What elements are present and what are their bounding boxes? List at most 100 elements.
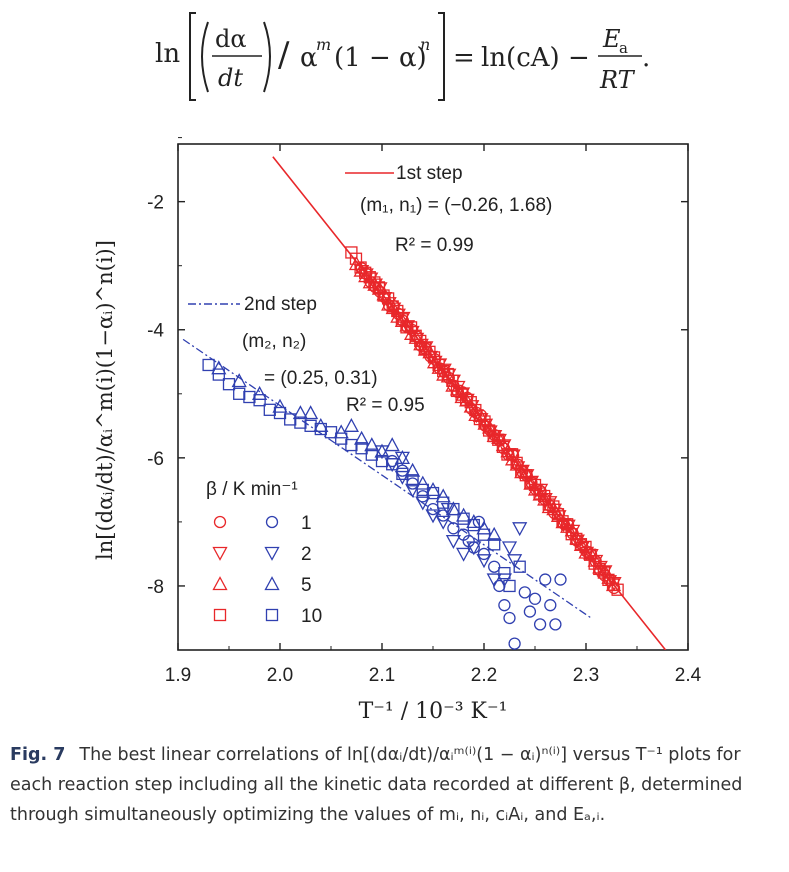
data-point bbox=[510, 456, 523, 470]
data-point bbox=[574, 538, 588, 551]
legend-title: β / K min⁻¹ bbox=[206, 479, 298, 500]
data-point bbox=[231, 373, 247, 388]
equation-left-bracket bbox=[189, 12, 196, 101]
data-point bbox=[597, 566, 610, 579]
data-point bbox=[243, 390, 256, 404]
label-2nd-step: 2nd step bbox=[244, 294, 317, 315]
data-point bbox=[427, 351, 441, 364]
data-point bbox=[513, 560, 526, 573]
data-point bbox=[355, 442, 368, 455]
data-point bbox=[492, 433, 505, 446]
data-point bbox=[488, 538, 501, 551]
y-tick-label: -2 bbox=[147, 193, 164, 214]
data-point bbox=[532, 486, 548, 501]
data-point bbox=[512, 522, 528, 537]
data-point bbox=[375, 454, 389, 468]
x-axis-title: T⁻¹ / 10⁻³ K⁻¹ bbox=[359, 699, 508, 724]
data-point bbox=[358, 268, 374, 283]
data-point bbox=[345, 246, 358, 259]
data-point bbox=[466, 541, 482, 556]
data-point bbox=[496, 440, 510, 454]
data-point bbox=[365, 448, 378, 461]
data-point bbox=[593, 562, 606, 576]
data-point bbox=[554, 573, 567, 586]
arrhenius-plot: 1.9 2.0 2.1 2.2 2.3 2.4 -2 -4 -6 -8 1st step (m₁,… bbox=[93, 137, 702, 724]
x-tick-label: 2.2 bbox=[471, 665, 497, 686]
equation-rt: RT bbox=[599, 66, 636, 94]
axis-tick-labels: 1.9 2.0 2.1 2.2 2.3 2.4 -2 -4 -6 -8 bbox=[147, 193, 702, 686]
data-point bbox=[284, 413, 297, 426]
data-point bbox=[551, 508, 565, 521]
equation-d-t: dt bbox=[218, 64, 243, 92]
data-point bbox=[445, 534, 461, 549]
data-point bbox=[416, 490, 429, 503]
data-point bbox=[437, 496, 450, 509]
equation-alpha: α bbox=[300, 43, 318, 73]
data-point bbox=[518, 464, 534, 479]
data-point bbox=[565, 528, 578, 541]
equation-period: . bbox=[642, 43, 650, 73]
data-point bbox=[493, 579, 506, 593]
axis-ticks bbox=[177, 137, 689, 651]
data-point bbox=[324, 426, 338, 439]
data-point bbox=[272, 398, 288, 413]
legend-marker-1st-step bbox=[213, 608, 227, 622]
data-point bbox=[418, 342, 431, 355]
data-point bbox=[348, 256, 365, 271]
data-point bbox=[406, 477, 419, 490]
data-point bbox=[515, 465, 528, 478]
data-point bbox=[478, 415, 491, 428]
data-point bbox=[500, 443, 516, 458]
data-point bbox=[405, 483, 421, 498]
data-point bbox=[596, 562, 612, 577]
data-point bbox=[253, 394, 266, 407]
data-point bbox=[349, 252, 363, 265]
data-point bbox=[304, 419, 317, 432]
equation-n-exp: n bbox=[420, 35, 430, 54]
data-point bbox=[523, 475, 539, 490]
legend-marker-1st-step bbox=[212, 546, 228, 561]
data-point bbox=[519, 469, 532, 482]
data-point bbox=[396, 464, 409, 477]
data-point bbox=[503, 611, 516, 625]
data-point bbox=[524, 476, 537, 489]
data-point bbox=[386, 458, 399, 471]
caption-text: The best linear correlations of ln[(dαᵢ/… bbox=[10, 745, 743, 825]
data-point bbox=[364, 437, 380, 452]
label-1st-step-params: (m₁, n₁) = (−0.26, 1.68) bbox=[360, 195, 552, 216]
data-point bbox=[435, 515, 451, 530]
data-point bbox=[464, 396, 477, 409]
y-axis-title: ln[(dαᵢ/dt)/αᵢ^m(i)(1−αᵢ)^n(i)] bbox=[93, 240, 117, 560]
data-point bbox=[386, 300, 399, 313]
legend: 1 2 5 10 bbox=[212, 513, 322, 627]
data-point bbox=[533, 487, 546, 500]
data-point bbox=[486, 526, 502, 541]
label-1st-step-r2: R² = 0.99 bbox=[395, 235, 474, 256]
data-point bbox=[469, 403, 482, 417]
data-point bbox=[538, 489, 551, 503]
data-point bbox=[343, 417, 359, 432]
equation-right-bracket bbox=[438, 12, 445, 101]
data-point bbox=[359, 266, 372, 279]
data-point bbox=[396, 467, 409, 481]
data-point bbox=[345, 438, 358, 452]
data-point bbox=[477, 528, 491, 541]
data-point bbox=[579, 540, 592, 554]
data-point bbox=[503, 579, 516, 593]
data-point bbox=[549, 618, 562, 631]
equation-ea-sub: a bbox=[619, 39, 628, 57]
caption-figure-number: Fig. 7 bbox=[10, 745, 66, 765]
data-point bbox=[416, 483, 429, 497]
data-point bbox=[437, 509, 450, 522]
data-point bbox=[505, 448, 519, 461]
x-tick-label: 2.3 bbox=[573, 665, 599, 686]
data-point bbox=[450, 384, 464, 398]
data-point bbox=[498, 566, 511, 580]
data-point bbox=[487, 429, 500, 443]
equation-slash: / bbox=[278, 35, 290, 75]
legend-label: 10 bbox=[301, 606, 322, 627]
data-point bbox=[462, 534, 475, 548]
data-point bbox=[447, 522, 460, 535]
data-point bbox=[391, 304, 404, 318]
data-point bbox=[414, 334, 427, 348]
